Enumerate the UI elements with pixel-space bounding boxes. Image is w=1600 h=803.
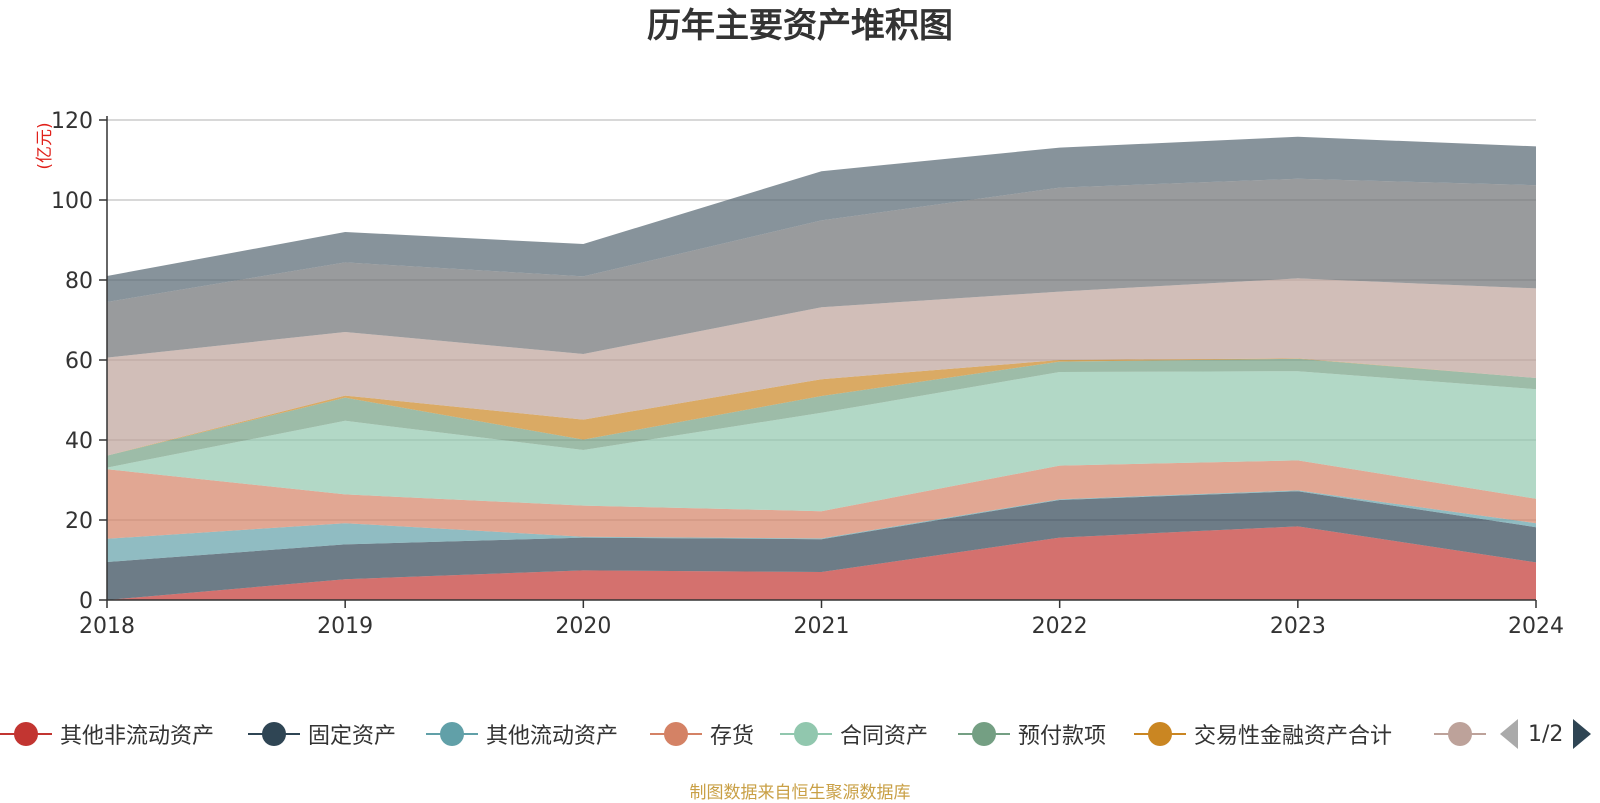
- legend-next-arrow-icon[interactable]: [1573, 719, 1592, 749]
- legend-label: 合同资产: [840, 724, 929, 749]
- legend-item[interactable]: 预付款项: [958, 713, 1106, 755]
- y-tick-label: 100: [51, 189, 93, 214]
- axes: 0 20 40 60 80 100 120 2018 2019 2020 2021 2022 2023 2…: [51, 109, 1564, 639]
- legend-label: 固定资产: [308, 724, 397, 749]
- legend-item[interactable]: 存货: [650, 713, 754, 755]
- legend: 其他非流动资产 固定资产 其他流动资产 存货 合同资产 预付款项 交易性金融资产合计: [0, 713, 1600, 755]
- legend-label: 预付款项: [1018, 724, 1107, 749]
- area-series-2[interactable]: [107, 490, 1536, 562]
- chart-title: 历年主要资产堆积图: [647, 6, 953, 46]
- legend-swatch-icon: [958, 713, 1010, 755]
- area-series-9[interactable]: [107, 136, 1536, 302]
- legend-label: 其他流动资产: [486, 724, 619, 749]
- x-tick-label: 2020: [555, 614, 611, 639]
- legend-swatch-icon: [248, 713, 300, 755]
- x-tick-label: 2023: [1270, 614, 1326, 639]
- legend-pager: 1/2: [1500, 713, 1592, 755]
- legend-item[interactable]: 交易性金融资产合计: [1134, 713, 1392, 755]
- legend-swatch-icon: [650, 713, 702, 755]
- source-note: 制图数据来自恒生聚源数据库: [689, 783, 911, 803]
- legend-swatch-icon: [1434, 713, 1486, 755]
- legend-swatch-icon: [0, 713, 52, 755]
- area-series-8[interactable]: [107, 178, 1536, 358]
- y-axis-unit-label: (亿元): [35, 122, 55, 169]
- legend-page-indicator: 1/2: [1528, 721, 1564, 747]
- y-tick-label: 120: [51, 109, 93, 134]
- y-tick-label: 0: [79, 589, 93, 614]
- area-series-5[interactable]: [107, 358, 1536, 468]
- y-tick-label: 60: [65, 349, 93, 374]
- legend-item[interactable]: 合同资产: [780, 713, 928, 755]
- area-series-1[interactable]: [107, 491, 1536, 600]
- area-series-7[interactable]: [107, 278, 1536, 456]
- legend-swatch-icon: [1134, 713, 1186, 755]
- y-tick-label: 20: [65, 509, 93, 534]
- legend-prev-arrow-icon[interactable]: [1500, 719, 1518, 749]
- area-series-layer: [107, 136, 1536, 600]
- y-tick-label: 40: [65, 429, 93, 454]
- area-series-3[interactable]: [107, 460, 1536, 539]
- legend-label: 其他非流动资产: [60, 724, 215, 749]
- legend-swatch-icon: [426, 713, 478, 755]
- legend-swatch-icon: [780, 713, 832, 755]
- y-tick-label: 80: [65, 269, 93, 294]
- x-tick-label: 2019: [317, 614, 373, 639]
- legend-label: 交易性金融资产合计: [1194, 724, 1393, 749]
- x-tick-label: 2021: [794, 614, 850, 639]
- legend-item[interactable]: [1434, 713, 1486, 755]
- x-tick-label: 2022: [1032, 614, 1088, 639]
- area-series-0[interactable]: [107, 526, 1536, 600]
- legend-item[interactable]: 固定资产: [248, 713, 396, 755]
- legend-label: 存货: [710, 724, 755, 749]
- x-tick-label: 2024: [1508, 614, 1564, 639]
- x-tick-label: 2018: [79, 614, 135, 639]
- legend-item[interactable]: 其他流动资产: [426, 713, 618, 755]
- area-series-4[interactable]: [107, 371, 1536, 512]
- legend-item[interactable]: 其他非流动资产: [0, 713, 214, 755]
